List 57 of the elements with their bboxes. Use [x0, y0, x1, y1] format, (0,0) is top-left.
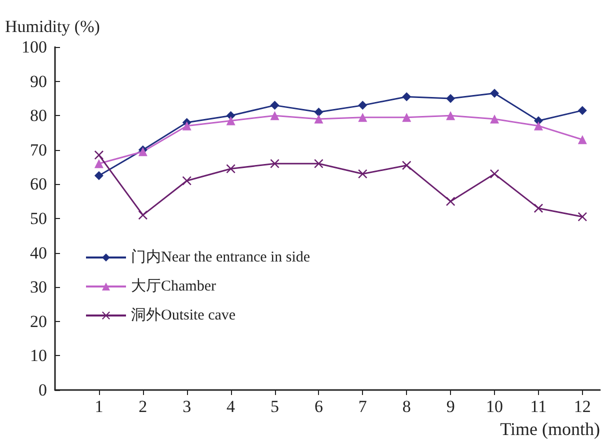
point [446, 111, 456, 120]
point [534, 121, 543, 130]
point [490, 114, 500, 124]
y-tick-label: 60 [30, 174, 47, 194]
point [358, 169, 368, 178]
point [182, 121, 192, 130]
point [314, 108, 324, 117]
x-tick-label: 11 [530, 397, 547, 416]
y-tick-label: 40 [30, 243, 47, 262]
x-tick-label: 7 [358, 397, 368, 416]
x-tick-label: 2 [138, 397, 148, 416]
y-tick-label: 70 [30, 140, 47, 160]
x-axis-title: Time (month) [500, 419, 600, 439]
y-tick-label: 30 [30, 278, 47, 297]
x-tick-label: 4 [226, 397, 236, 416]
legend-label: 门内Near the entrance in side [131, 248, 310, 266]
point [578, 106, 587, 115]
point [94, 171, 104, 180]
x-tick-label: 12 [574, 397, 591, 416]
point [314, 159, 324, 168]
point [226, 116, 236, 126]
point [358, 112, 368, 122]
point [578, 135, 587, 144]
y-tick-label: 80 [30, 106, 47, 126]
x-tick-label: 6 [314, 397, 323, 416]
point [490, 169, 500, 178]
point [182, 176, 192, 186]
point [358, 100, 368, 110]
point [270, 111, 280, 120]
point [446, 196, 456, 206]
point [402, 92, 412, 102]
x-tick-label: 5 [270, 397, 280, 416]
x-tick-label: 8 [402, 397, 411, 416]
y-axis-title: Humidity (%) [5, 17, 100, 36]
x-tick-label: 10 [486, 397, 504, 416]
point [534, 204, 543, 213]
point [446, 94, 456, 103]
y-tick-label: 90 [30, 72, 47, 91]
point [402, 160, 412, 170]
point [490, 88, 500, 98]
y-tick-label: 100 [22, 38, 47, 56]
x-tick-label: 9 [446, 397, 455, 416]
y-tick-label: 10 [30, 346, 47, 366]
y-tick-label: 20 [30, 312, 47, 331]
y-tick-label: 50 [30, 209, 47, 228]
point [270, 159, 280, 168]
legend-label: 大厅Chamber [131, 278, 216, 294]
x-tick-label: 1 [94, 397, 104, 416]
point [270, 100, 280, 110]
point [578, 212, 587, 222]
point [314, 114, 324, 124]
y-tick-label: 0 [38, 380, 47, 400]
point [402, 112, 412, 122]
point [94, 159, 104, 168]
legend-label: 洞外Outsite cave [131, 306, 236, 324]
point [138, 210, 148, 220]
x-tick-label: 3 [182, 397, 192, 416]
